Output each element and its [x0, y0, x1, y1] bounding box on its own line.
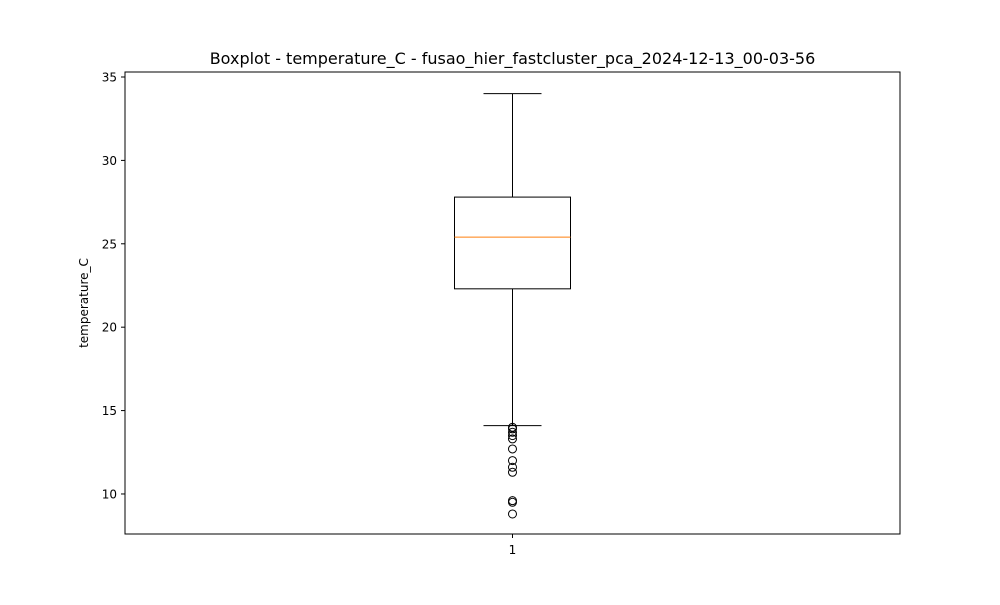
outlier-point-7	[508, 462, 517, 472]
y-axis-label: temperature_C	[77, 258, 91, 348]
outlier-point-8	[508, 467, 517, 477]
interquartile-box	[454, 196, 571, 290]
y-tick-label-0: 10	[102, 487, 117, 501]
outlier-point-2	[508, 427, 517, 437]
outlier-point-5	[508, 444, 517, 454]
y-tick-label-2: 20	[102, 321, 117, 335]
outlier-point-11	[508, 509, 517, 519]
outlier-point-4	[508, 434, 517, 444]
x-tick-label-0: 1	[509, 543, 517, 557]
y-tick-label-4: 30	[102, 154, 117, 168]
y-tick-label-1: 15	[102, 404, 117, 418]
chart-title: Boxplot - temperature_C - fusao_hier_fas…	[210, 49, 816, 69]
y-tick-label-5: 35	[102, 71, 117, 85]
outlier-point-10	[508, 497, 517, 507]
outlier-point-6	[508, 456, 517, 466]
y-tick-label-3: 25	[102, 237, 117, 251]
outlier-point-3	[508, 431, 517, 441]
outlier-point-1	[508, 424, 517, 434]
